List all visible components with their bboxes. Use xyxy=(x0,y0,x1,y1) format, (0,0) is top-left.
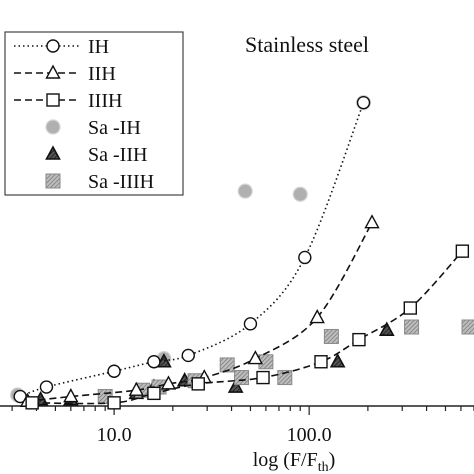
legend-label-sa-ih: Sa -IH xyxy=(88,117,141,139)
x-axis-label-close: ) xyxy=(329,449,336,471)
point-iiih-5 xyxy=(314,355,328,369)
axes: 10.0 100.0 xyxy=(0,405,474,446)
legend-box xyxy=(4,31,184,196)
x-tick-label-1: 100.0 xyxy=(287,424,332,446)
legend-label-ih: IH xyxy=(88,36,109,58)
point-ih-5 xyxy=(243,317,258,331)
legend-marker-iih xyxy=(45,64,61,79)
point-sa-iiih-9 xyxy=(404,319,420,335)
point-iih-5 xyxy=(247,350,264,365)
x-axis-label: log (F/Fth) xyxy=(253,449,336,474)
point-ih-4 xyxy=(181,348,195,363)
legend-marker-iiih xyxy=(46,93,60,107)
point-iiih-2 xyxy=(147,386,161,401)
legend: IH IIH IIIH Sa -IH Sa -IIH Sa -IIIH xyxy=(4,31,184,196)
data-series xyxy=(9,95,474,410)
point-iiih-0 xyxy=(25,396,39,410)
legend-entry-ih: IH xyxy=(14,36,109,58)
series-ih xyxy=(13,95,371,404)
point-ih-7 xyxy=(356,95,371,110)
point-sa-ih-2 xyxy=(237,183,253,199)
series-iiih xyxy=(25,244,470,410)
point-iih-2 xyxy=(128,381,145,396)
point-sa-iiih-5 xyxy=(234,370,250,386)
x-tick-label-0: 10.0 xyxy=(97,424,132,446)
point-sa-iiih-10 xyxy=(461,319,474,335)
legend-marker-ih xyxy=(46,39,60,53)
point-sa-ih-3 xyxy=(292,186,308,202)
point-iih-6 xyxy=(309,309,325,324)
legend-marker-sa-iiih xyxy=(45,173,61,189)
point-ih-3 xyxy=(147,355,161,369)
legend-marker-sa-iih xyxy=(45,145,61,160)
point-iiih-3 xyxy=(191,377,205,391)
point-iih-7 xyxy=(364,214,380,229)
x-axis-label-main: log (F/F xyxy=(253,449,318,471)
legend-label-iih: IIH xyxy=(88,63,116,85)
legend-entry-sa-ih: Sa -IH xyxy=(45,117,141,139)
point-ih-2 xyxy=(107,364,121,378)
point-sa-iih-8 xyxy=(378,321,395,336)
series-sa-iih xyxy=(32,321,395,406)
point-sa-iiih-7 xyxy=(277,370,293,386)
point-sa-iiih-4 xyxy=(219,357,235,373)
series-line-ih xyxy=(19,102,365,398)
chart-title: Stainless steel xyxy=(245,32,369,57)
legend-label-sa-iih: Sa -IIH xyxy=(88,144,147,166)
legend-label-iiih: IIIH xyxy=(88,90,122,112)
point-iih-1 xyxy=(63,388,79,403)
point-ih-6 xyxy=(298,250,312,265)
point-iiih-4 xyxy=(256,370,270,385)
point-iiih-1 xyxy=(107,396,121,410)
legend-entry-sa-iih: Sa -IIH xyxy=(45,144,147,166)
legend-entry-iiih: IIIH xyxy=(14,90,122,112)
point-iiih-6 xyxy=(352,332,366,347)
point-iiih-8 xyxy=(455,244,470,258)
point-iih-3 xyxy=(160,375,177,390)
point-sa-iih-6 xyxy=(227,378,244,393)
point-sa-iiih-8 xyxy=(323,328,339,344)
legend-entry-sa-iiih: Sa -IIIH xyxy=(45,171,154,193)
point-ih-1 xyxy=(39,380,54,394)
legend-marker-sa-ih xyxy=(45,119,61,135)
point-iiih-7 xyxy=(403,301,417,315)
legend-entry-iih: IIH xyxy=(14,63,116,85)
point-sa-iih-7 xyxy=(329,353,346,368)
x-axis-label-subscript: th xyxy=(318,460,329,474)
legend-label-sa-iiih: Sa -IIIH xyxy=(88,171,154,193)
